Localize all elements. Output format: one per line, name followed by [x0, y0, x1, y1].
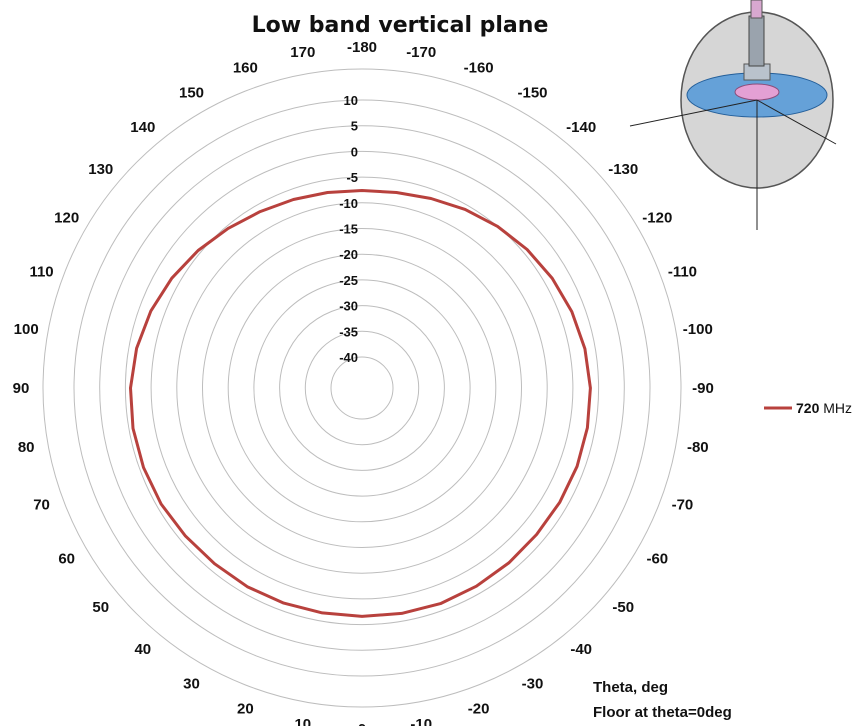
antenna-tip: [750, 0, 763, 19]
grid-ring: [202, 228, 522, 548]
angle-tick-label: 110: [29, 263, 53, 280]
radial-tick-label: -35: [339, 324, 358, 339]
legend: 720 MHz: [764, 400, 852, 416]
angle-tick-label: -160: [464, 60, 494, 77]
antenna-feed: [734, 83, 780, 101]
angle-tick-label: -100: [683, 321, 713, 338]
angle-tick-label: -90: [692, 380, 714, 397]
antenna-illustration: [629, 0, 837, 230]
angle-tick-label: -170: [406, 44, 436, 61]
radial-tick-label: 0: [351, 144, 358, 159]
theta-note: Theta, deg: [593, 679, 668, 696]
angle-tick-label: 40: [134, 641, 151, 658]
legend-label: 720 MHz: [796, 400, 852, 416]
axis-arrow-right: [756, 99, 837, 145]
grid-ring: [227, 253, 497, 523]
angle-tick-label: 140: [130, 119, 155, 136]
chart-title: Low band vertical plane: [252, 13, 549, 38]
data-series: [129, 189, 592, 618]
radial-tick-labels: 10 5 0 -5 -10 -15 -20 -25 -30 -35 -40: [339, 93, 358, 365]
angle-tick-label: -50: [612, 599, 634, 616]
grid-ring: [150, 176, 574, 600]
antenna-connector: [748, 15, 765, 67]
series-line: [129, 189, 592, 618]
radial-tick-label: -25: [339, 273, 358, 288]
grid-ring: [330, 356, 394, 420]
grid-ring: [279, 305, 445, 471]
radial-tick-label: 5: [351, 119, 358, 134]
angle-tick-label: 20: [237, 700, 254, 717]
angle-tick-label: 10: [294, 716, 311, 726]
angle-tick-label: 170: [290, 44, 315, 61]
radial-tick-label: -5: [346, 170, 358, 185]
radial-tick-label: -15: [339, 222, 358, 237]
angle-tick-label: -140: [566, 119, 596, 136]
angle-tick-label: -20: [468, 700, 490, 717]
angle-tick-label: 150: [179, 85, 204, 102]
angle-tick-label: 160: [233, 60, 258, 77]
angle-tick-label: -110: [668, 263, 697, 280]
legend-value: 720: [796, 400, 820, 416]
radial-tick-label: -40: [339, 350, 358, 365]
angle-tick-label: 80: [18, 439, 35, 456]
radial-tick-label: 10: [344, 93, 358, 108]
angle-tick-label: 60: [58, 551, 75, 568]
grid-ring: [99, 125, 625, 651]
angle-tick-label: 100: [14, 321, 39, 338]
angle-tick-label: 70: [33, 497, 50, 514]
angle-tick-label: -30: [522, 675, 544, 692]
radial-tick-label: -20: [339, 247, 358, 262]
angle-tick-label: 30: [183, 675, 200, 692]
grid-ring: [124, 150, 600, 626]
radial-tick-label: -30: [339, 299, 358, 314]
legend-unit: MHz: [823, 400, 852, 416]
angle-tick-label: -40: [570, 641, 592, 658]
grid-ring: [304, 330, 420, 446]
angle-tick-label: 90: [13, 380, 30, 397]
axis-arrow-left: [629, 99, 758, 127]
angle-tick-label: -10: [410, 716, 432, 726]
angle-tick-label: 130: [88, 161, 113, 178]
angle-tick-labels: -180 -170-160-150-140-130-120-110-100-90-…: [13, 39, 714, 726]
floor-note: Floor at theta=0deg: [593, 704, 732, 721]
radial-grid: [42, 68, 682, 708]
angle-tick-label: -120: [642, 210, 672, 227]
grid-ring: [73, 99, 651, 677]
angle-tick-label: 0: [358, 721, 366, 726]
angle-tick-label: -150: [517, 85, 547, 102]
outer-ring: [42, 68, 682, 708]
grid-ring: [176, 202, 548, 574]
angle-tick-label: -60: [646, 551, 668, 568]
grid-ring: [253, 279, 471, 497]
angle-tick-label: -180: [347, 39, 377, 56]
angle-tick-label: -130: [608, 161, 638, 178]
angle-tick-label: -80: [687, 439, 709, 456]
angle-tick-label: 120: [54, 210, 79, 227]
angle-tick-label: 50: [92, 599, 109, 616]
angle-tick-label: -70: [672, 497, 694, 514]
radial-tick-label: -10: [339, 196, 358, 211]
